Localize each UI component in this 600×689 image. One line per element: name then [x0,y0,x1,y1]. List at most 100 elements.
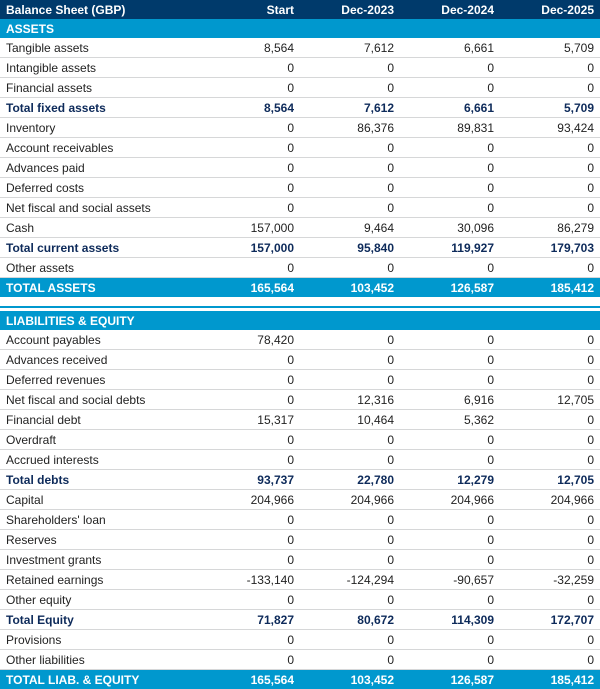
cell-value: 0 [200,430,300,450]
col-header-dec2023: Dec-2023 [300,0,400,19]
cell-value: 0 [500,510,600,530]
cell-value: 0 [500,158,600,178]
row-label: Financial debt [0,410,200,430]
table-row: TOTAL LIAB. & EQUITY165,564103,452126,58… [0,670,600,689]
cell-value: 5,709 [500,98,600,118]
cell-value: 126,587 [400,670,500,689]
table-row: Shareholders' loan0000 [0,510,600,530]
balance-sheet-table: Balance Sheet (GBP) Start Dec-2023 Dec-2… [0,0,600,689]
cell-value: 5,709 [500,38,600,58]
cell-value: 0 [400,198,500,218]
row-label: Total debts [0,470,200,490]
cell-value: 0 [500,650,600,670]
cell-value: 0 [400,370,500,390]
cell-value: 15,317 [200,410,300,430]
cell-value: 0 [500,178,600,198]
table-row: Other equity0000 [0,590,600,610]
cell-value: 9,464 [300,218,400,238]
cell-value: 0 [500,410,600,430]
cell-value: 0 [400,350,500,370]
cell-value: 0 [300,258,400,278]
cell-value: 0 [300,590,400,610]
cell-value: -32,259 [500,570,600,590]
table-row: Intangible assets0000 [0,58,600,78]
cell-value: 0 [300,158,400,178]
cell-value: -133,140 [200,570,300,590]
cell-value: 0 [400,78,500,98]
table-row: Total Equity71,82780,672114,309172,707 [0,610,600,630]
cell-value: 0 [400,650,500,670]
row-label: Cash [0,218,200,238]
cell-value: 0 [500,330,600,350]
table-row: ASSETS [0,19,600,38]
row-label: Inventory [0,118,200,138]
cell-value: 6,661 [400,98,500,118]
row-label: Capital [0,490,200,510]
cell-value: 0 [300,138,400,158]
cell-value: 0 [400,430,500,450]
table-row: Provisions0000 [0,630,600,650]
cell-value: 86,279 [500,218,600,238]
col-header-start: Start [200,0,300,19]
cell-value: 0 [500,78,600,98]
cell-value: 93,737 [200,470,300,490]
cell-value: 0 [300,510,400,530]
cell-value: 0 [200,78,300,98]
cell-value: 0 [400,138,500,158]
cell-value: 0 [300,450,400,470]
cell-value: 0 [200,58,300,78]
table-row: Account receivables0000 [0,138,600,158]
row-label: TOTAL ASSETS [0,278,200,298]
table-row: Total current assets157,00095,840119,927… [0,238,600,258]
row-label: Other assets [0,258,200,278]
cell-value: 71,827 [200,610,300,630]
row-label: Deferred costs [0,178,200,198]
table-row: Net fiscal and social assets0000 [0,198,600,218]
table-row: LIABILITIES & EQUITY [0,311,600,330]
cell-value: 0 [200,118,300,138]
cell-value: 0 [300,530,400,550]
cell-value: 103,452 [300,278,400,298]
cell-value: 0 [500,58,600,78]
table-row: Accrued interests0000 [0,450,600,470]
cell-value: 0 [200,350,300,370]
cell-value: 0 [300,330,400,350]
row-label: Accrued interests [0,450,200,470]
cell-value: 0 [400,590,500,610]
table-row: Deferred costs0000 [0,178,600,198]
table-row: Financial assets0000 [0,78,600,98]
cell-value: 78,420 [200,330,300,350]
cell-value: 0 [200,530,300,550]
cell-value: -124,294 [300,570,400,590]
row-label: Account receivables [0,138,200,158]
cell-value: 0 [200,198,300,218]
table-row: Overdraft0000 [0,430,600,450]
cell-value: 0 [400,330,500,350]
cell-value: 0 [500,450,600,470]
cell-value: 0 [500,138,600,158]
cell-value: 165,564 [200,278,300,298]
col-header-label: Balance Sheet (GBP) [0,0,200,19]
table-row: Other assets0000 [0,258,600,278]
table-row: Reserves0000 [0,530,600,550]
table-row: Retained earnings-133,140-124,294-90,657… [0,570,600,590]
table-row: Account payables78,420000 [0,330,600,350]
cell-value: 0 [300,350,400,370]
cell-value: 12,705 [500,470,600,490]
table-row: Investment grants0000 [0,550,600,570]
cell-value: 0 [400,178,500,198]
row-label: Other liabilities [0,650,200,670]
cell-value: 0 [300,178,400,198]
cell-value: 0 [500,530,600,550]
section-label: LIABILITIES & EQUITY [0,311,600,330]
cell-value: 103,452 [300,670,400,689]
cell-value: 0 [400,630,500,650]
cell-value: 204,966 [300,490,400,510]
cell-value: 86,376 [300,118,400,138]
table-row: Advances received0000 [0,350,600,370]
row-label: Total current assets [0,238,200,258]
cell-value: 0 [500,350,600,370]
cell-value: 12,316 [300,390,400,410]
cell-value: 0 [300,78,400,98]
cell-value: -90,657 [400,570,500,590]
